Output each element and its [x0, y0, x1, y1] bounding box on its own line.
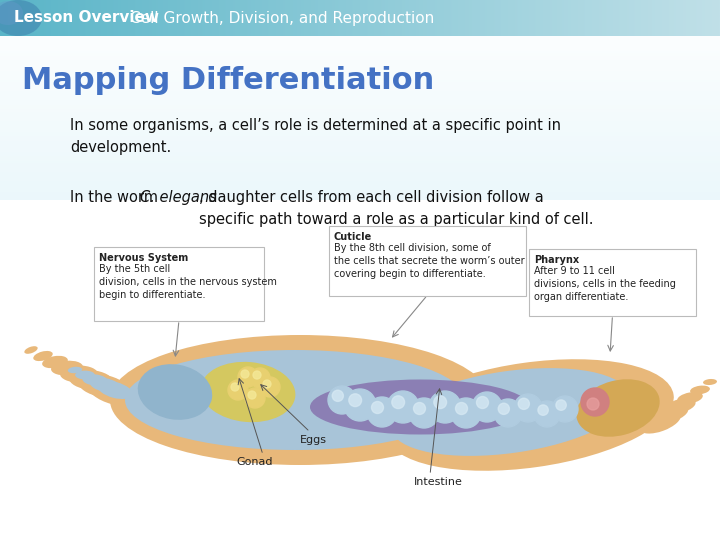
Circle shape [429, 391, 461, 423]
Ellipse shape [386, 359, 674, 471]
Text: Nervous System: Nervous System [99, 253, 188, 263]
Text: Cuticle: Cuticle [334, 232, 372, 242]
Ellipse shape [201, 362, 295, 422]
Ellipse shape [138, 364, 212, 420]
Circle shape [556, 400, 567, 410]
Circle shape [367, 397, 397, 427]
Circle shape [514, 394, 542, 422]
Circle shape [498, 403, 510, 414]
Circle shape [231, 383, 239, 391]
Circle shape [392, 396, 405, 409]
Text: After 9 to 11 cell
divisions, cells in the feeding
organ differentiate.: After 9 to 11 cell divisions, cells in t… [534, 266, 676, 302]
Circle shape [228, 380, 248, 400]
Circle shape [344, 389, 376, 421]
FancyBboxPatch shape [94, 247, 264, 321]
Ellipse shape [0, 1, 23, 25]
Circle shape [433, 396, 446, 409]
Circle shape [250, 368, 270, 388]
Circle shape [534, 401, 560, 427]
Ellipse shape [0, 0, 42, 36]
Text: Pharynx: Pharynx [534, 255, 579, 265]
Ellipse shape [51, 361, 83, 375]
Circle shape [538, 405, 549, 415]
Circle shape [245, 388, 265, 408]
Circle shape [494, 399, 522, 427]
Circle shape [581, 388, 609, 416]
Ellipse shape [97, 381, 132, 399]
Ellipse shape [68, 367, 82, 373]
Text: Lesson Overview: Lesson Overview [14, 10, 159, 25]
Ellipse shape [665, 399, 696, 414]
Text: Mapping Differentiation: Mapping Differentiation [22, 66, 434, 95]
Text: C. elegans: C. elegans [140, 190, 217, 205]
Circle shape [348, 394, 361, 407]
Ellipse shape [576, 379, 660, 437]
Text: Intestine: Intestine [413, 477, 462, 487]
Ellipse shape [90, 378, 120, 392]
Circle shape [477, 396, 488, 408]
Circle shape [248, 391, 256, 399]
Ellipse shape [88, 378, 143, 406]
Ellipse shape [639, 410, 681, 434]
Ellipse shape [78, 374, 127, 398]
Circle shape [409, 398, 439, 428]
Ellipse shape [110, 335, 490, 465]
Ellipse shape [75, 370, 95, 380]
Text: Gonad: Gonad [237, 457, 274, 467]
Ellipse shape [678, 392, 703, 404]
Circle shape [372, 402, 384, 414]
Ellipse shape [310, 380, 530, 435]
Ellipse shape [125, 350, 465, 450]
Text: In the worm: In the worm [70, 190, 163, 205]
Ellipse shape [33, 351, 53, 361]
Circle shape [413, 402, 426, 415]
Circle shape [518, 398, 529, 409]
Circle shape [263, 380, 271, 388]
Ellipse shape [690, 386, 710, 394]
Circle shape [387, 391, 419, 423]
Circle shape [587, 398, 599, 410]
Text: In some organisms, a cell’s role is determined at a specific point in
developmen: In some organisms, a cell’s role is dete… [70, 118, 561, 155]
Text: By the 5th cell
division, cells in the nervous system
begin to differentiate.: By the 5th cell division, cells in the n… [99, 264, 277, 300]
Circle shape [472, 392, 502, 422]
Circle shape [238, 367, 258, 387]
FancyBboxPatch shape [529, 249, 696, 316]
Circle shape [451, 398, 481, 428]
Ellipse shape [652, 404, 688, 423]
Ellipse shape [42, 356, 68, 368]
Ellipse shape [391, 368, 629, 456]
Circle shape [241, 370, 249, 378]
FancyBboxPatch shape [329, 226, 526, 296]
Circle shape [332, 390, 343, 401]
Circle shape [253, 371, 261, 379]
Ellipse shape [69, 370, 113, 390]
Circle shape [328, 386, 356, 414]
Ellipse shape [60, 366, 98, 382]
Ellipse shape [703, 379, 717, 385]
Text: , daughter cells from each cell division follow a
specific path toward a role as: , daughter cells from each cell division… [199, 190, 593, 227]
Circle shape [552, 396, 578, 422]
Text: Cell Growth, Division, and Reproduction: Cell Growth, Division, and Reproduction [130, 10, 434, 25]
Circle shape [260, 377, 280, 397]
Ellipse shape [82, 374, 107, 386]
Circle shape [456, 402, 467, 415]
Text: By the 8th cell division, some of
the cells that secrete the worm’s outer
coveri: By the 8th cell division, some of the ce… [334, 243, 525, 279]
Ellipse shape [24, 346, 37, 354]
Text: Eggs: Eggs [300, 435, 326, 445]
